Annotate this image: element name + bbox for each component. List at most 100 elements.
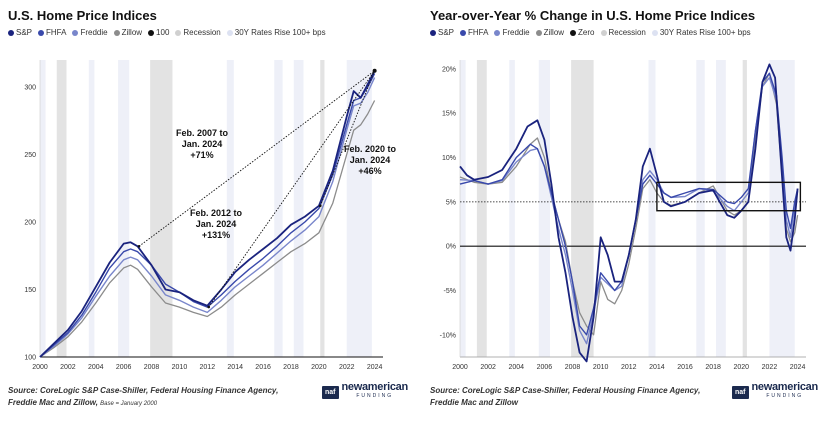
legend-item: Freddie <box>72 28 108 37</box>
x-tick-label: 2004 <box>88 364 104 371</box>
x-tick-label: 2002 <box>480 364 496 371</box>
rate-rise-band <box>648 60 656 357</box>
x-tick-label: 2010 <box>172 364 188 371</box>
rate-rise-band <box>460 60 466 357</box>
source-note: Source: CoreLogic S&P Case-Shiller, Fede… <box>8 385 278 410</box>
x-tick-label: 2002 <box>60 364 76 371</box>
logo-name: newamerican <box>751 381 819 393</box>
yoy-chart-panel: Year-over-Year % Change in U.S. Home Pri… <box>422 0 834 428</box>
base-note: Base = January 2000 <box>100 401 158 407</box>
y-tick-label: 200 <box>24 220 36 227</box>
legend-item: 30Y Rates Rise 100+ bps <box>226 28 326 37</box>
logo-mark: naf <box>732 385 749 399</box>
legend-item: 100 <box>148 28 169 37</box>
brand-logo: naf newamerican FUNDING <box>732 381 819 401</box>
index-chart-panel: U.S. Home Price Indices S&P FHFA Freddie… <box>0 0 412 428</box>
x-tick-label: 2022 <box>339 364 355 371</box>
y-tick-label: -5% <box>444 288 456 295</box>
x-tick-label: 2022 <box>762 364 778 371</box>
chart-legend: S&P FHFA Freddie Zillow Zero Recession 3… <box>430 28 751 37</box>
x-tick-label: 2000 <box>452 364 468 371</box>
rate-rise-band <box>293 60 304 357</box>
legend-swatch <box>651 29 658 36</box>
y-tick-label: 0% <box>446 244 456 251</box>
rate-rise-band <box>538 60 551 357</box>
y-tick-label: -10% <box>440 332 456 339</box>
legend-item: Recession <box>600 28 646 37</box>
y-tick-label: 100 <box>24 355 36 362</box>
brand-logo: naf newamerican FUNDING <box>322 382 408 401</box>
legend-item: FHFA <box>38 28 66 37</box>
x-tick-label: 2016 <box>677 364 693 371</box>
legend-swatch <box>430 29 436 36</box>
legend-item: 30Y Rates Rise 100+ bps <box>651 28 751 37</box>
index-chart-plot: 2000 2002 2004 2006 2008 2010 2012 2014 2016 2018… <box>24 60 383 371</box>
chart-legend: S&P FHFA Freddie Zillow 100 Recession 30… <box>8 28 326 37</box>
y-tick-label: 5% <box>446 199 456 206</box>
legend-label: Freddie <box>80 28 108 37</box>
x-tick-label: 2024 <box>790 364 806 371</box>
x-tick-label: 2014 <box>227 364 243 371</box>
legend-item: Freddie <box>494 28 530 37</box>
x-tick-label: 2018 <box>283 364 299 371</box>
legend-swatch <box>38 29 45 36</box>
legend-swatch <box>72 29 79 36</box>
x-tick-label: 2012 <box>621 364 637 371</box>
legend-item: Recession <box>175 28 221 37</box>
x-tick-label: 2012 <box>200 364 216 371</box>
y-tick-label: 20% <box>442 66 456 73</box>
legend-label: Recession <box>608 28 646 37</box>
legend-swatch <box>600 29 607 36</box>
legend-label: Zillow <box>543 28 565 37</box>
annotation-point <box>137 245 141 248</box>
legend-swatch <box>148 29 155 36</box>
legend-swatch <box>226 29 233 36</box>
plot-area: 2000 2002 2004 2006 2008 2010 2012 2014 2016 2018… <box>24 60 383 371</box>
recession-band <box>571 60 594 357</box>
legend-swatch <box>494 29 501 36</box>
chart-title: U.S. Home Price Indices <box>8 8 157 23</box>
y-tick-label: 150 <box>24 287 36 294</box>
source-line-2: Freddie Mac and Zillow <box>430 398 519 407</box>
highlight-box <box>656 181 802 212</box>
legend-label: Recession <box>183 28 221 37</box>
source-line-1: Source: CoreLogic S&P Case-Shiller, Fede… <box>430 386 701 395</box>
legend-item: Zillow <box>113 28 143 37</box>
rate-rise-band <box>509 60 515 357</box>
annotation-2012: Feb. 2012 to Jan. 2024 +131% <box>190 208 243 240</box>
rate-rise-band <box>696 60 705 357</box>
x-tick-label: 2020 <box>311 364 327 371</box>
source-note: Source: CoreLogic S&P Case-Shiller, Fede… <box>430 385 700 409</box>
x-tick-label: 2020 <box>734 364 750 371</box>
annotation-line <box>138 70 375 247</box>
legend-swatch <box>535 29 542 36</box>
recession-band <box>742 60 747 357</box>
yoy-chart-plot: 2000 2002 2004 2006 2008 2010 2012 2014 2016 2018… <box>440 60 806 371</box>
annotation-endpoint <box>372 68 377 73</box>
legend-swatch <box>113 29 120 36</box>
x-tick-label: 2008 <box>144 364 160 371</box>
legend-label: 100 <box>156 28 170 37</box>
source-line-2: Freddie Mac and Zillow, <box>8 398 98 407</box>
plot-area: 2000 2002 2004 2006 2008 2010 2012 2014 2016 2018… <box>440 60 806 371</box>
logo-sub: FUNDING <box>766 393 804 399</box>
annotation-2007: Feb. 2007 to Jan. 2024 +71% <box>176 128 229 160</box>
legend-label: S&P <box>16 28 33 37</box>
x-tick-label: 2006 <box>537 364 553 371</box>
legend-label: Zillow <box>121 28 143 37</box>
legend-item: S&P <box>430 28 454 37</box>
series-line <box>39 73 376 358</box>
legend-swatch <box>8 29 14 36</box>
x-tick-label: 2006 <box>116 364 132 371</box>
legend-item: S&P <box>8 28 32 37</box>
rate-rise-band <box>88 60 95 357</box>
x-tick-label: 2014 <box>649 364 665 371</box>
y-tick-label: 300 <box>24 85 36 92</box>
y-tick-label: 15% <box>442 111 456 118</box>
legend-label: Freddie <box>502 28 530 37</box>
x-tick-label: 2010 <box>593 364 609 371</box>
legend-label: 30Y Rates Rise 100+ bps <box>659 28 751 37</box>
rate-rise-band <box>40 60 46 357</box>
rate-rise-band <box>769 60 795 357</box>
recession-band <box>476 60 487 357</box>
